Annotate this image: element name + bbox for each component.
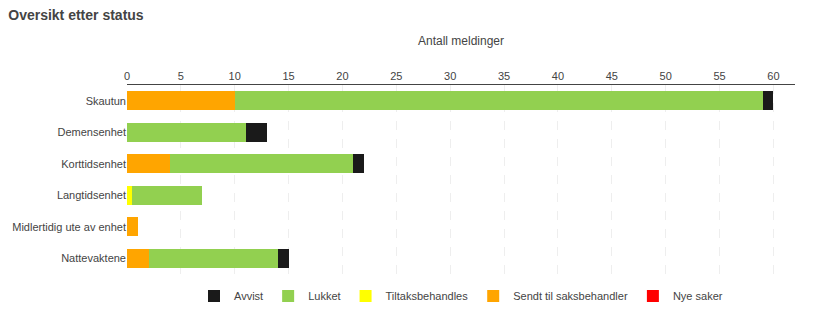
svg-text:5: 5 [178,70,184,82]
svg-text:40: 40 [552,70,564,82]
svg-text:20: 20 [336,70,348,82]
svg-text:50: 50 [660,70,672,82]
svg-text:Skautun: Skautun [86,95,126,107]
svg-text:Midlertidig ute av enhet: Midlertidig ute av enhet [12,221,126,233]
svg-text:45: 45 [606,70,618,82]
svg-text:Langtidsenhet: Langtidsenhet [57,189,126,201]
svg-text:Antall meldinger: Antall meldinger [418,34,504,48]
svg-text:Demensenhet: Demensenhet [58,126,127,138]
svg-text:Korttidsenhet: Korttidsenhet [61,158,126,170]
svg-text:10: 10 [229,70,241,82]
svg-text:35: 35 [498,70,510,82]
svg-text:Nattevaktene: Nattevaktene [61,252,126,264]
svg-text:0: 0 [124,70,130,82]
svg-text:Tiltaksbehandles: Tiltaksbehandles [386,290,469,302]
svg-text:25: 25 [390,70,402,82]
svg-text:Lukket: Lukket [308,290,340,302]
svg-text:30: 30 [444,70,456,82]
svg-text:Oversikt etter status: Oversikt etter status [8,7,144,23]
svg-text:60: 60 [767,70,779,82]
svg-text:Avvist: Avvist [234,290,263,302]
svg-text:15: 15 [282,70,294,82]
svg-text:Sendt til saksbehandler: Sendt til saksbehandler [513,290,628,302]
svg-text:55: 55 [713,70,725,82]
svg-text:Nye saker: Nye saker [673,290,723,302]
